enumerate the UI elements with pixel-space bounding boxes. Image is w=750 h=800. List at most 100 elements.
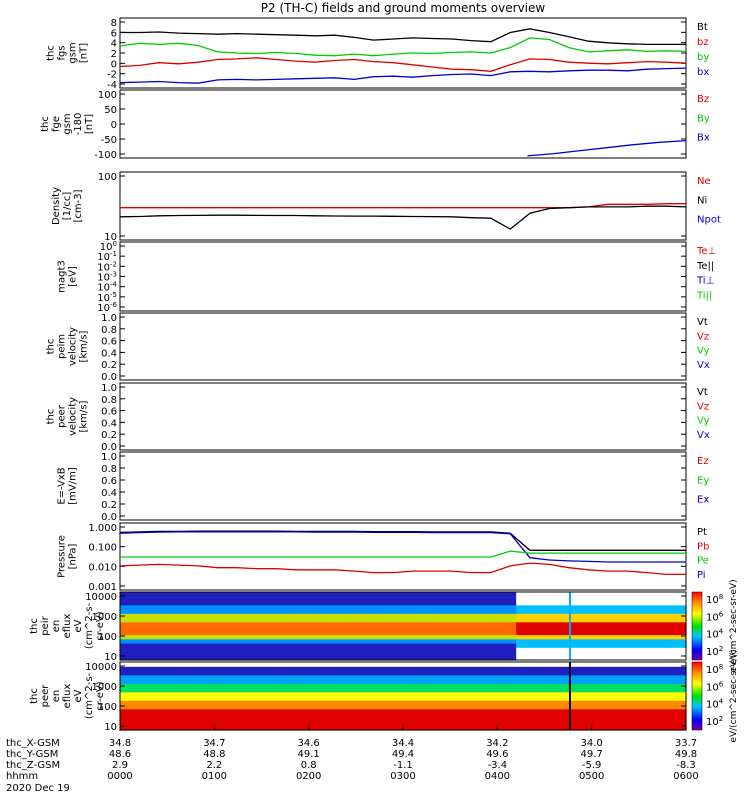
x-axis-tick-label: 34.4 — [392, 738, 414, 749]
spectrogram-cell — [553, 634, 564, 640]
spectrogram-cell — [535, 721, 546, 727]
spectrogram-cell — [308, 674, 319, 680]
spectrogram-cell — [657, 696, 668, 701]
spectrogram-cell — [384, 666, 395, 672]
spectrogram-cell — [525, 725, 536, 731]
spectrogram-cell — [270, 662, 281, 667]
spectrogram-cell — [129, 700, 140, 706]
spectrogram-cell — [544, 666, 555, 672]
spectrogram-cell — [450, 592, 461, 597]
spectrogram-cell — [478, 617, 489, 623]
spectrogram-cell — [120, 704, 131, 710]
spectrogram-cell — [469, 638, 480, 644]
x-axis-tick-label: 33.7 — [675, 738, 697, 749]
spectrogram-cell — [214, 687, 225, 693]
spectrogram-cell — [204, 700, 215, 706]
spectrogram-cell — [157, 717, 168, 723]
y-tick-label: 0.2 — [101, 360, 117, 371]
spectrogram-cell — [327, 704, 338, 710]
spectrogram-cell — [572, 662, 583, 667]
spectrogram-cell — [270, 691, 281, 697]
spectrogram-cell — [148, 679, 159, 684]
spectrogram-cell — [252, 626, 263, 631]
spectrogram-cell — [204, 626, 215, 631]
spectrogram-cell — [299, 696, 310, 701]
spectrogram-cell — [242, 679, 253, 684]
spectrogram-cell — [412, 634, 423, 640]
spectrogram-cell — [327, 683, 338, 689]
spectrogram-cell — [676, 621, 687, 627]
spectrogram-cell — [459, 647, 470, 653]
spectrogram-cell — [487, 609, 498, 614]
spectrogram-cell — [591, 600, 602, 606]
spectrogram-cell — [638, 725, 649, 731]
spectrogram-cell — [535, 713, 546, 718]
y-axis-label: magt3 — [57, 260, 68, 293]
spectrogram-cell — [619, 621, 630, 627]
spectrogram-cell — [497, 679, 508, 684]
spectrogram-cell — [393, 670, 404, 676]
spectrogram-cell — [440, 634, 451, 640]
spectrogram-cell — [497, 670, 508, 676]
spectrogram-cell — [629, 696, 640, 701]
spectrogram-cell — [553, 596, 564, 602]
spectrogram-cell — [469, 687, 480, 693]
x-axis-tick-label: 34.0 — [581, 738, 603, 749]
spectrogram-cell — [638, 600, 649, 606]
spectrogram-cell — [572, 691, 583, 697]
spectrogram-cell — [223, 696, 234, 701]
spectrogram-cell — [657, 592, 668, 597]
spectrogram-cell — [167, 613, 178, 619]
spectrogram-cell — [572, 604, 583, 610]
y-tick-label: 1.0 — [101, 383, 117, 394]
x-axis-tick-label: 0100 — [202, 771, 227, 782]
spectrogram-cell — [629, 613, 640, 619]
colorbar-tick-label: 104 — [706, 628, 724, 641]
spectrogram-cells — [120, 662, 687, 731]
spectrogram-cell — [346, 604, 357, 610]
spectrogram-cell — [412, 596, 423, 602]
spectrogram-cell — [186, 708, 197, 714]
spectrogram-cell — [648, 700, 659, 706]
y-axis-label: peim — [57, 334, 68, 359]
spectrogram-cell — [667, 687, 678, 693]
spectrogram-cell — [657, 634, 668, 640]
spectrogram-cell — [233, 600, 244, 606]
spectrogram-cell — [336, 617, 347, 623]
spectrogram-cell — [610, 683, 621, 689]
spectrogram-cell — [204, 630, 215, 636]
spectrogram-cell — [572, 617, 583, 623]
spectrogram-cell — [223, 638, 234, 644]
spectrogram-cell — [289, 643, 300, 648]
spectrogram-cell — [591, 696, 602, 701]
spectrogram-cell — [403, 626, 414, 631]
spectrogram-cell — [157, 696, 168, 701]
spectrogram-cell — [525, 630, 536, 636]
spectrogram-cell — [619, 708, 630, 714]
spectrogram-cell — [167, 670, 178, 676]
spectrogram-cell — [667, 666, 678, 672]
spectrogram-cell — [516, 721, 527, 727]
spectrogram-cell — [591, 617, 602, 623]
spectrogram-cell — [365, 617, 376, 623]
spectrogram-cell — [431, 679, 442, 684]
spectrogram-cell — [440, 662, 451, 667]
spectrogram-cell — [440, 679, 451, 684]
spectrogram-cell — [421, 674, 432, 680]
spectrogram-cell — [346, 666, 357, 672]
spectrogram-cell — [336, 596, 347, 602]
spectrogram-cell — [638, 696, 649, 701]
spectrogram-cell — [261, 691, 272, 697]
spectrogram-cell — [591, 713, 602, 718]
spectrogram-cell — [261, 617, 272, 623]
spectrogram-cell — [431, 725, 442, 731]
spectrogram-cell — [280, 630, 291, 636]
spectrogram-cell — [610, 704, 621, 710]
spectrogram-cell — [355, 713, 366, 718]
spectrogram-cell — [582, 643, 593, 648]
spectrogram-cell — [157, 683, 168, 689]
spectrogram-cell — [450, 725, 461, 731]
spectrogram-cell — [308, 725, 319, 731]
y-tick-label: 1000 — [92, 612, 117, 623]
spectrogram-cell — [440, 613, 451, 619]
